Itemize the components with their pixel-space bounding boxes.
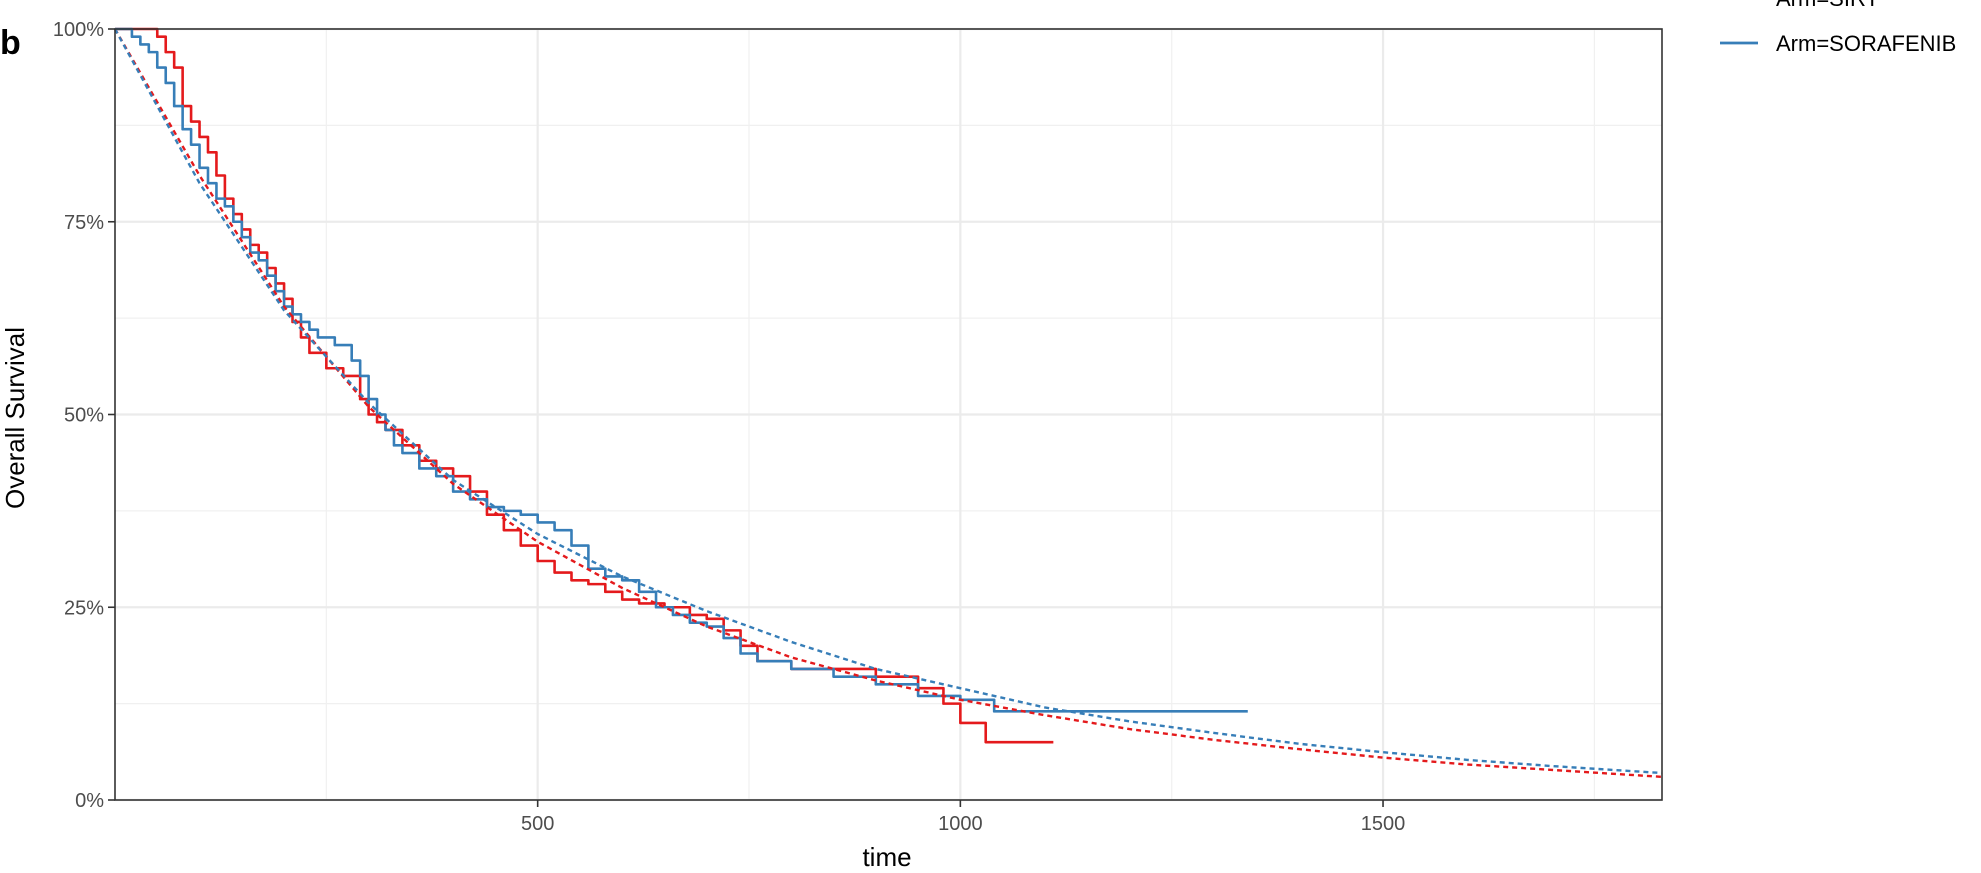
plot-curves xyxy=(113,27,1663,779)
x-axis-title: time xyxy=(862,842,911,872)
km-curve xyxy=(115,27,1248,713)
y-axis-title: Overall Survival xyxy=(0,327,30,509)
y-tick-label: 50% xyxy=(64,405,104,427)
km-curve xyxy=(115,27,1054,744)
y-axis-ticks: 0% 25% 50% 75% 100% xyxy=(53,19,115,812)
legend-label: Arm=SIRT xyxy=(1776,0,1879,11)
x-tick-label: 500 xyxy=(521,813,554,835)
y-tick-label: 25% xyxy=(64,597,104,619)
legend-label: Arm=SORAFENIB xyxy=(1776,31,1956,56)
fit-curve xyxy=(113,28,1663,775)
x-tick-label: 1000 xyxy=(938,813,983,835)
y-tick-label: 75% xyxy=(64,212,104,234)
x-tick-label: 1500 xyxy=(1361,813,1406,835)
panel-tag: b xyxy=(0,24,21,62)
legend: Arm=SIRT Arm=SORAFENIB xyxy=(1720,0,1956,56)
y-tick-label: 0% xyxy=(75,790,104,812)
y-tick-label: 100% xyxy=(53,19,104,41)
fit-curve xyxy=(113,28,1663,779)
x-axis-ticks: 500 1000 1500 xyxy=(521,800,1405,835)
